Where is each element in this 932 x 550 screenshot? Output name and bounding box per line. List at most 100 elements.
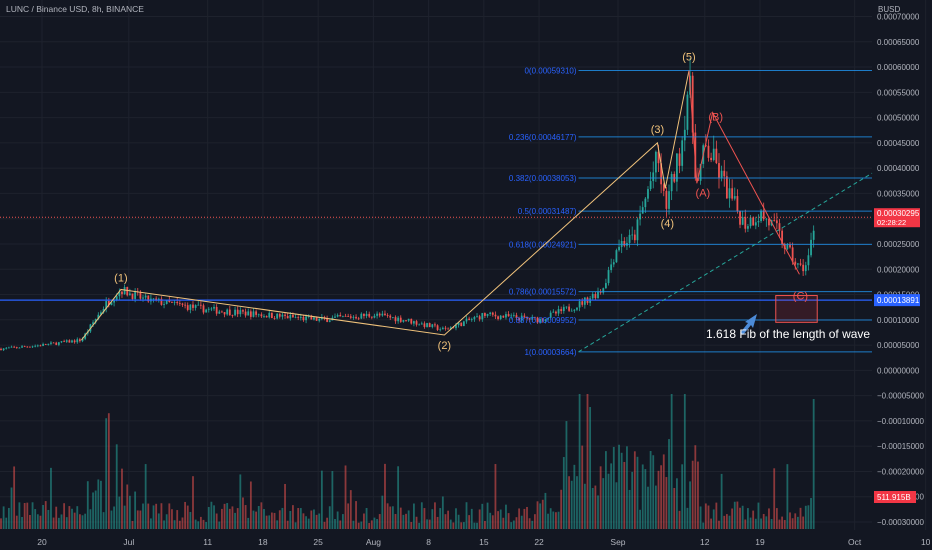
volume-bar [607, 473, 610, 529]
volume-bar [647, 486, 649, 529]
volume-bar [644, 469, 647, 529]
price-candles [0, 58, 815, 352]
volume-bar [181, 517, 184, 529]
candle-body [449, 327, 452, 330]
candle-body [231, 315, 234, 316]
volume-bar [236, 508, 239, 529]
candle-body [760, 210, 762, 222]
volume-bar [723, 515, 726, 529]
candle-body [42, 344, 44, 346]
volume-bar [173, 520, 176, 529]
candle-body [570, 310, 573, 312]
candle-body [802, 264, 805, 272]
candle-body [39, 345, 42, 347]
candle-body [2, 348, 5, 351]
volume-bar [426, 519, 428, 529]
candle-body [699, 163, 702, 181]
candle-body [728, 188, 731, 199]
volume-bar [144, 464, 147, 529]
volume-bar [270, 512, 273, 529]
candle-body [255, 311, 258, 315]
candle-body [192, 304, 194, 308]
volume-bar [194, 519, 197, 529]
candle-body [781, 230, 784, 245]
candle-body [349, 316, 352, 318]
x-tick-label: 20 [37, 537, 47, 547]
candle-body [165, 299, 168, 305]
volume-bar [473, 522, 476, 529]
volume-bar [84, 513, 87, 529]
volume-bar [239, 474, 242, 529]
candle-body [55, 342, 58, 345]
volume-bar [257, 506, 260, 529]
candle-body [155, 298, 158, 300]
candle-body [160, 298, 163, 305]
volume-bar [215, 513, 218, 529]
volume-bar [489, 512, 492, 529]
volume-bar [562, 457, 565, 529]
wave-label: (1) [114, 272, 127, 284]
volume-bar [749, 517, 752, 529]
volume-bar [796, 516, 799, 529]
volume-bar [0, 518, 2, 529]
candle-body [597, 291, 599, 299]
candle-body [247, 311, 250, 316]
volume-bar [79, 514, 81, 529]
volume-bar [681, 464, 684, 529]
y-tick-label: −0.00010000 [877, 417, 924, 426]
volume-bar [536, 501, 539, 529]
annotation-arrow [740, 314, 757, 335]
candle-body [486, 314, 489, 316]
volume-bar [405, 513, 407, 529]
volume-bar [775, 508, 778, 529]
volume-bar [807, 505, 810, 529]
candle-body [307, 316, 310, 318]
candle-body [26, 346, 29, 348]
volume-bar [268, 515, 271, 529]
candle-body [762, 210, 765, 220]
x-tick-label: 18 [258, 537, 268, 547]
candle-body [305, 316, 307, 321]
candle-body [528, 318, 531, 320]
candle-body [686, 94, 689, 130]
candle-body [641, 207, 644, 214]
candle-body [378, 313, 381, 316]
volume-bar [505, 504, 507, 529]
volume-marker-value: 511.915B [877, 493, 911, 502]
chart-title: LUNC / Binance USD, 8h, BINANCE [6, 4, 144, 14]
wave-label: (B) [708, 112, 723, 124]
volume-bar [278, 510, 281, 529]
candle-body [733, 196, 736, 199]
candle-body [163, 304, 165, 305]
candle-body [552, 311, 555, 313]
candle-body [292, 314, 294, 318]
volume-marker-bg [874, 491, 916, 503]
volume-bar [126, 484, 129, 529]
candle-body [328, 320, 331, 322]
volume-bar [5, 517, 8, 529]
candle-body [594, 294, 597, 299]
candle-body [531, 316, 534, 320]
candle-body [707, 145, 710, 158]
volume-bar [565, 421, 568, 529]
volume-bar [207, 506, 210, 529]
volume-bar [447, 510, 449, 529]
candle-body [502, 315, 505, 318]
candle-body [73, 340, 76, 343]
candle-body [326, 318, 329, 322]
candle-body [242, 310, 244, 312]
volume-bar [654, 485, 657, 529]
volume-bar [186, 505, 189, 529]
candle-body [657, 151, 660, 164]
y-tick-label: 0.00025000 [877, 240, 920, 249]
elliott-wave-lines [81, 70, 800, 341]
candle-body [455, 325, 457, 329]
volume-bar [105, 418, 108, 529]
volume-bar [326, 517, 329, 529]
y-tick-label: 0.00065000 [877, 38, 920, 47]
candle-body [10, 346, 13, 348]
candle-body [44, 344, 47, 345]
candle-body [605, 283, 607, 289]
candle-body [633, 234, 636, 241]
